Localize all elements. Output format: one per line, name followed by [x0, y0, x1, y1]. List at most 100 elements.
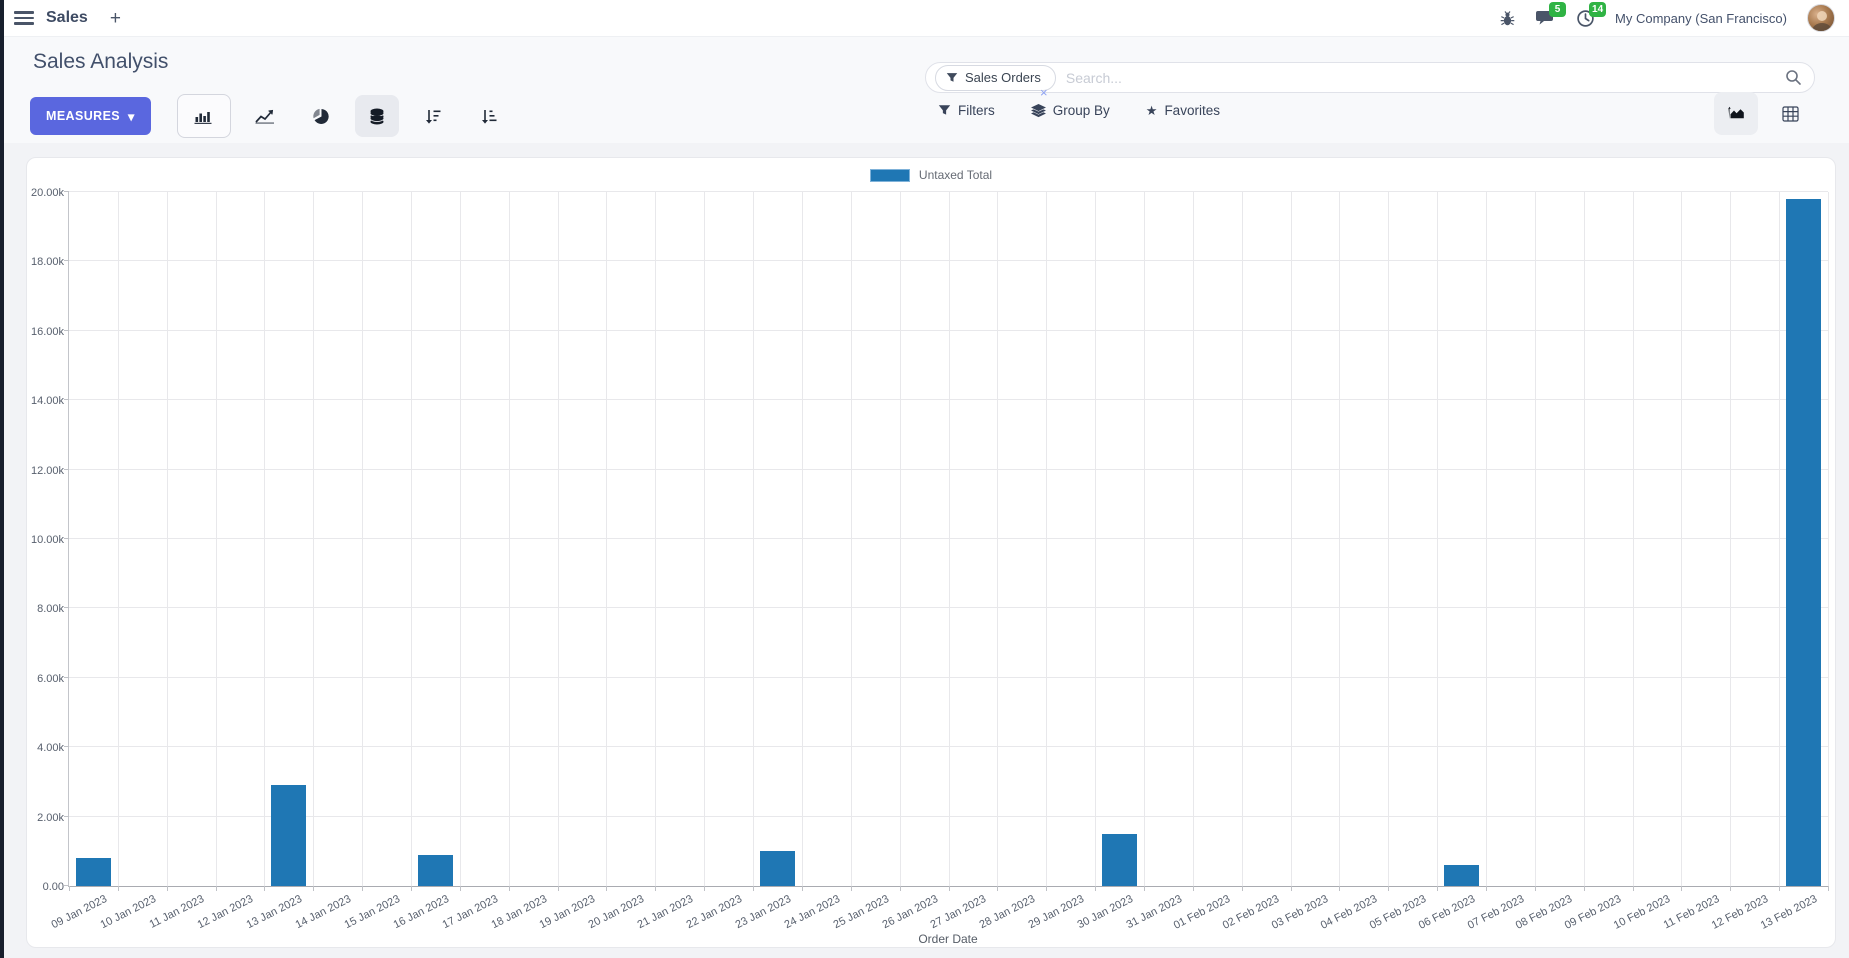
caret-down-icon: ▾	[128, 109, 135, 124]
gridline-vertical	[899, 192, 901, 886]
y-tick-label: 12.00k	[30, 464, 64, 477]
y-tick-label: 0.00	[42, 881, 64, 893]
x-tick	[1388, 886, 1390, 891]
sort-ascending-button[interactable]	[467, 95, 511, 137]
chart-plot-area	[64, 191, 1829, 891]
activities-clock-icon[interactable]: 14	[1576, 1, 1607, 28]
gridline-vertical	[1681, 192, 1683, 886]
y-tick	[64, 399, 69, 401]
search-icon[interactable]	[1785, 69, 1802, 86]
bar-30-jan-2023[interactable]	[1101, 833, 1138, 886]
x-tick	[1437, 886, 1439, 891]
x-tick	[1730, 886, 1732, 891]
messages-badge: 5	[1549, 2, 1567, 17]
area-chart-icon	[1727, 106, 1744, 119]
bar-06-feb-2023[interactable]	[1443, 865, 1480, 886]
bar-09-jan-2023[interactable]	[75, 858, 111, 886]
bar-13-jan-2023[interactable]	[271, 785, 307, 886]
x-tick-label: 17 Jan 2023	[440, 893, 500, 932]
group-by-button[interactable]: Group By	[1030, 103, 1110, 118]
x-tick	[411, 886, 413, 891]
y-tick-label: 16.00k	[30, 325, 64, 338]
x-tick	[948, 886, 950, 891]
sort-descending-button[interactable]	[411, 95, 455, 137]
window-left-edge	[0, 0, 4, 958]
measures-button[interactable]: MEASURES ▾	[30, 97, 151, 135]
search-input[interactable]	[1065, 69, 1785, 86]
plus-icon[interactable]: +	[109, 7, 121, 29]
y-tick	[64, 676, 69, 678]
gridline-vertical	[1241, 192, 1243, 886]
gridline-vertical	[1534, 192, 1536, 886]
gridline-vertical	[1485, 192, 1487, 886]
company-switcher[interactable]: My Company (San Francisco)	[1615, 10, 1787, 26]
filters-button[interactable]: Filters	[938, 103, 995, 118]
search-facet-sales-orders[interactable]: Sales Orders	[935, 64, 1056, 91]
x-tick	[1485, 886, 1487, 891]
gridline-vertical	[1143, 192, 1145, 886]
x-tick	[850, 886, 852, 891]
x-tick	[1046, 886, 1048, 891]
graph-view-button[interactable]	[1714, 92, 1758, 135]
x-tick	[1339, 886, 1341, 891]
legend-item-untaxed-total[interactable]: Untaxed Total	[27, 168, 1835, 182]
x-tick-label: 24 Jan 2023	[782, 893, 842, 932]
facet-remove-icon[interactable]: ×	[1040, 85, 1048, 100]
x-tick	[362, 886, 364, 891]
x-tick	[1828, 886, 1829, 891]
legend-swatch	[869, 168, 910, 182]
x-tick	[508, 886, 510, 891]
bar-chart-button[interactable]	[176, 94, 231, 138]
x-tick	[459, 886, 461, 891]
y-axis-labels: 0.00 2.00k 4.00k 6.00k 8.00k 10.00k 12.00k 14.0…	[27, 187, 64, 893]
x-tick-label: 25 Jan 2023	[831, 893, 891, 932]
messages-icon[interactable]: 5	[1536, 2, 1567, 27]
x-tick	[704, 886, 706, 891]
x-tick	[1192, 886, 1194, 891]
app-menu-sales[interactable]: Sales	[46, 9, 88, 26]
bar-16-jan-2023[interactable]	[417, 854, 454, 886]
x-tick	[166, 886, 168, 891]
y-tick	[64, 885, 69, 886]
x-tick	[1290, 886, 1292, 891]
y-tick	[64, 468, 69, 470]
search-bar[interactable]: Sales Orders	[925, 62, 1815, 93]
y-tick-label: 14.00k	[30, 395, 64, 408]
pie-chart-button[interactable]	[299, 95, 343, 137]
x-tick	[1681, 886, 1683, 891]
gridline-vertical	[1437, 192, 1439, 886]
y-tick	[64, 191, 69, 192]
gridline-vertical	[459, 192, 461, 886]
gridline-vertical	[801, 192, 803, 886]
gridline-vertical	[704, 192, 706, 886]
x-tick-label: 16 Jan 2023	[391, 893, 451, 932]
y-tick	[64, 260, 69, 262]
line-chart-button[interactable]	[243, 95, 287, 137]
gridline-vertical	[264, 192, 266, 886]
gridline-vertical	[117, 192, 119, 886]
x-tick	[753, 886, 755, 891]
pivot-table-icon	[1781, 105, 1799, 122]
x-tick	[313, 886, 315, 891]
x-tick	[215, 886, 217, 891]
y-tick-label: 6.00k	[37, 672, 64, 685]
x-tick	[1241, 886, 1243, 891]
bar-13-feb-2023[interactable]	[1785, 198, 1822, 886]
gridline-vertical	[997, 192, 999, 886]
y-tick	[64, 746, 69, 748]
view-switcher	[1714, 92, 1812, 135]
bar-23-jan-2023[interactable]	[759, 851, 796, 886]
apps-menu-icon[interactable]	[14, 11, 34, 25]
favorites-button[interactable]: ★ Favorites	[1145, 103, 1220, 118]
y-tick	[64, 607, 69, 609]
debug-bug-icon[interactable]	[1499, 10, 1516, 27]
gridline-vertical	[1583, 192, 1585, 886]
user-avatar[interactable]	[1807, 4, 1835, 32]
y-tick	[64, 329, 69, 331]
gridline-vertical	[557, 192, 559, 886]
pivot-view-button[interactable]	[1768, 92, 1812, 135]
control-panel: Sales Analysis MEASURES ▾	[0, 37, 1849, 143]
gridline-vertical	[948, 192, 950, 886]
graph-view-card: Untaxed Total 0.00 2.00k 4.00k 6.00k 8.00k 10…	[26, 157, 1836, 948]
stacked-toggle-button[interactable]	[354, 95, 399, 137]
